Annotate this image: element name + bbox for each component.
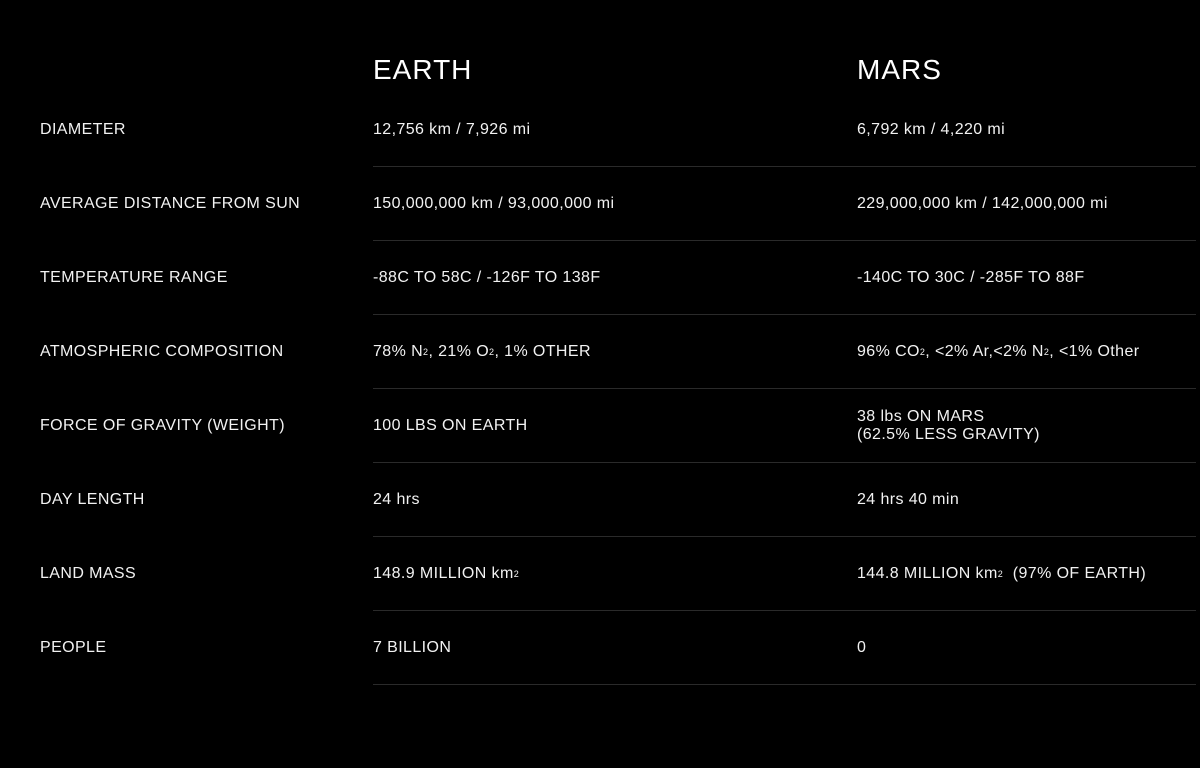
row-divider [373,314,1196,315]
row-label: ATMOSPHERIC COMPOSITION [40,343,284,360]
table-row-people: PEOPLE 7 BILLION 0 [0,611,1200,685]
earth-value: 150,000,000 km / 93,000,000 mi [373,195,615,212]
earth-value: 24 hrs [373,491,420,508]
mars-land-mass-text: 144.8 MILLION km [857,565,998,582]
row-divider [373,462,1196,463]
mars-atmosphere-part: , <2% Ar,<2% N [925,343,1044,360]
mars-column-title: MARS [857,54,942,85]
mars-gravity-stack: 38 lbs ON MARS (62.5% LESS GRAVITY) [857,408,1040,444]
mars-value: 6,792 km / 4,220 mi [857,121,1006,138]
mars-atmosphere-part: 96% CO [857,343,920,360]
row-divider [373,240,1196,241]
superscript: 2 [997,569,1004,579]
mars-value: 24 hrs 40 min [857,491,960,508]
column-header: EARTH MARS [0,52,1200,88]
earth-value: 100 LBS ON EARTH [373,417,528,434]
earth-value: 7 BILLION [373,639,452,656]
table-row-diameter: DIAMETER 12,756 km / 7,926 mi 6,792 km /… [0,93,1200,167]
earth-atmosphere-part: , 1% OTHER [494,343,591,360]
row-label: PEOPLE [40,639,107,656]
subscript: 2 [1043,347,1050,357]
earth-atmosphere-part: 78% N [373,343,424,360]
table-row-temperature: TEMPERATURE RANGE -88C TO 58C / -126F TO… [0,241,1200,315]
mars-atmosphere-part: , <1% Other [1049,343,1140,360]
table-row-land-mass: LAND MASS 148.9 MILLION km 2 144.8 MILLIO… [0,537,1200,611]
earth-value: -88C TO 58C / -126F TO 138F [373,269,601,286]
mars-value: 144.8 MILLION km 2 (97% OF EARTH) [857,537,1197,611]
subscript: 2 [919,347,926,357]
row-label: FORCE OF GRAVITY (WEIGHT) [40,417,285,434]
mars-gravity-line: 38 lbs ON MARS [857,408,985,425]
row-label: LAND MASS [40,565,137,582]
earth-atmosphere-part: , 21% O [428,343,490,360]
superscript: 2 [513,569,520,579]
subscript: 2 [489,347,495,357]
row-label: DAY LENGTH [40,491,145,508]
row-divider [373,684,1196,685]
earth-land-mass-text: 148.9 MILLION km [373,565,514,582]
table-row-distance: AVERAGE DISTANCE FROM SUN 150,000,000 km… [0,167,1200,241]
mars-land-mass-note: (97% OF EARTH) [1003,565,1147,582]
mars-value: 229,000,000 km / 142,000,000 mi [857,195,1108,212]
row-divider [373,166,1196,167]
earth-value: 148.9 MILLION km 2 [373,537,833,611]
row-label: DIAMETER [40,121,126,138]
table-row-gravity: FORCE OF GRAVITY (WEIGHT) 100 LBS ON EAR… [0,389,1200,463]
mars-value: 0 [857,639,867,656]
earth-column-title: EARTH [373,54,473,85]
row-divider [373,388,1196,389]
row-divider [373,536,1196,537]
mars-value: 38 lbs ON MARS (62.5% LESS GRAVITY) [857,389,1197,463]
mars-value: -140C TO 30C / -285F TO 88F [857,269,1085,286]
row-label: TEMPERATURE RANGE [40,269,228,286]
subscript: 2 [423,347,429,357]
row-label: AVERAGE DISTANCE FROM SUN [40,195,301,212]
mars-gravity-line: (62.5% LESS GRAVITY) [857,426,1040,443]
row-divider [373,610,1196,611]
comparison-table: DIAMETER 12,756 km / 7,926 mi 6,792 km /… [0,93,1200,685]
earth-value: 12,756 km / 7,926 mi [373,121,531,138]
table-row-day-length: DAY LENGTH 24 hrs 24 hrs 40 min [0,463,1200,537]
